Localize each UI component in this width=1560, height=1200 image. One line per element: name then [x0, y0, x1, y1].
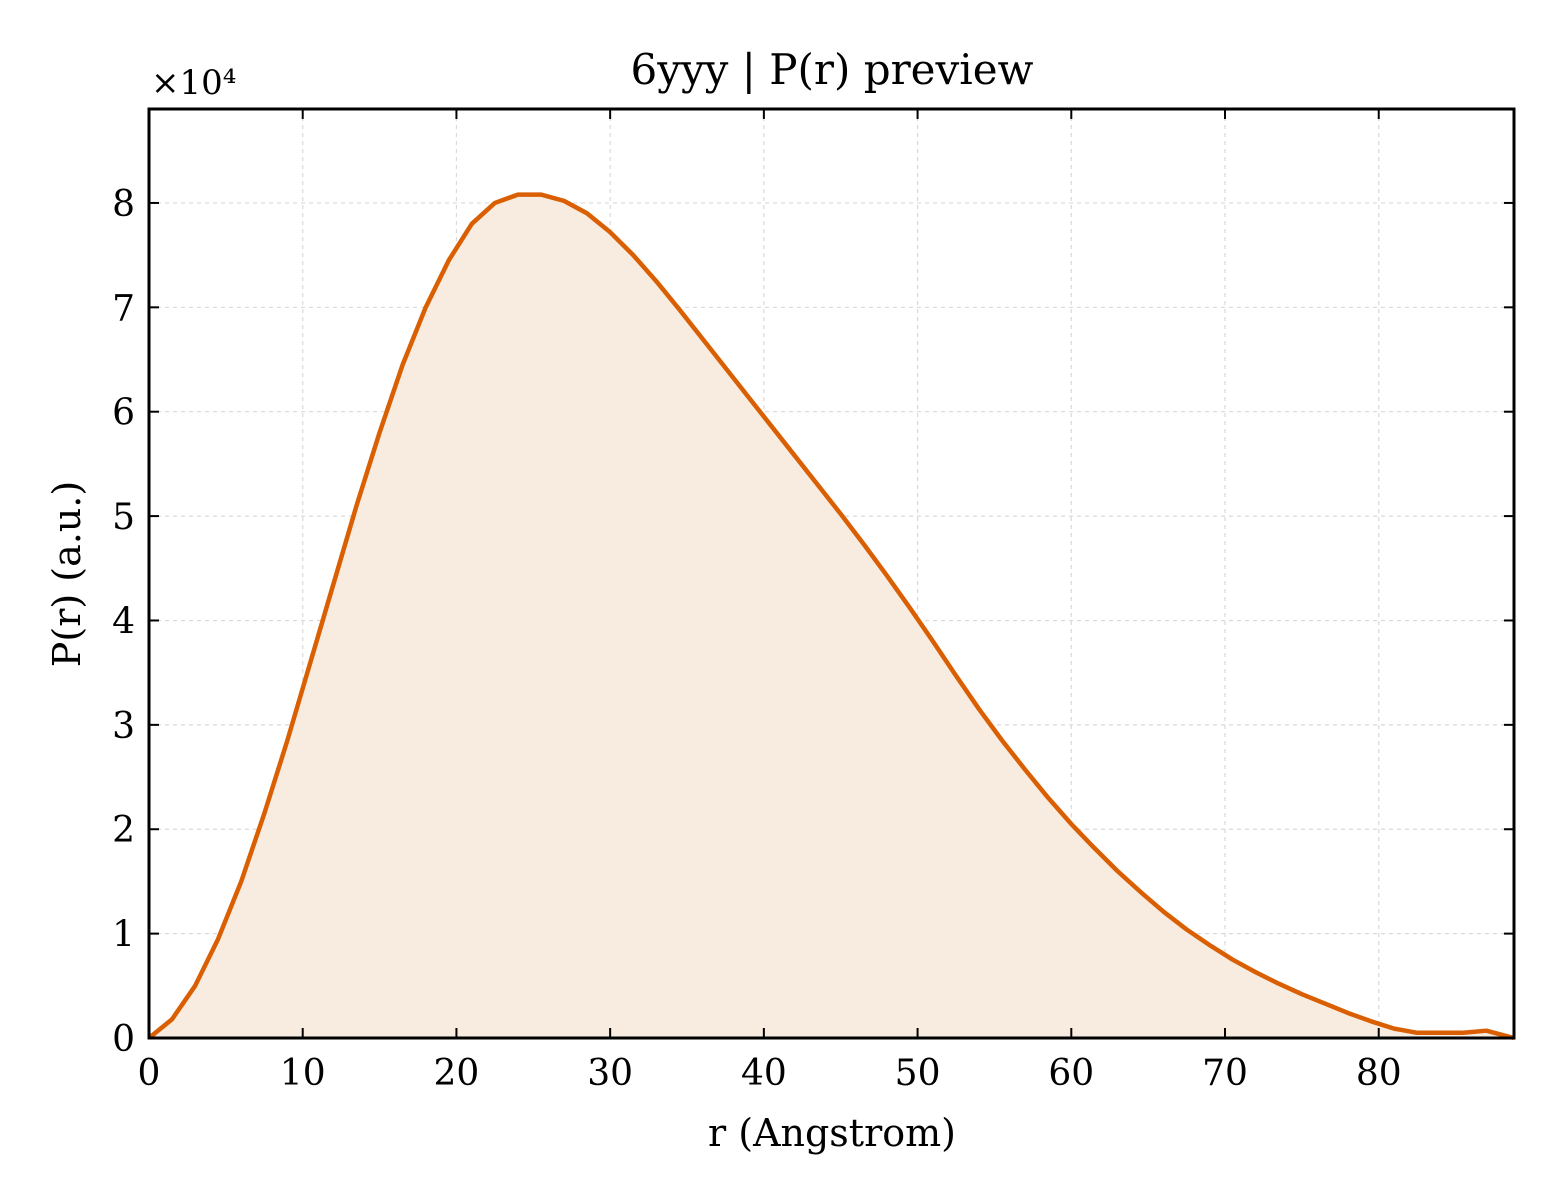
y-tick-label: 7 [112, 288, 135, 329]
y-axis-label: P(r) (a.u.) [45, 481, 89, 667]
x-tick-label: 40 [741, 1053, 787, 1094]
tick-layer: 0 10 20 30 40 50 60 70 80 0 1 2 3 4 5 6 7 8 [112, 109, 1514, 1094]
x-tick-label: 0 [138, 1053, 161, 1094]
y-tick-label: 6 [112, 393, 135, 434]
y-tick-label: 0 [112, 1019, 135, 1060]
y-tick-label: 3 [112, 706, 135, 747]
x-tick-label: 20 [434, 1053, 480, 1094]
plot-frame [147, 107, 1516, 1040]
x-axis-label: r (Angstrom) [708, 1111, 956, 1155]
x-tick-label: 70 [1202, 1053, 1248, 1094]
chart-title: 6yyy | P(r) preview [631, 45, 1034, 94]
pr-series-line [147, 192, 1515, 1041]
x-tick-label: 60 [1048, 1053, 1094, 1094]
y-tick-label: 4 [112, 601, 135, 642]
area-fill [149, 194, 1514, 1039]
x-tick-label: 10 [280, 1053, 326, 1094]
x-tick-label: 80 [1356, 1053, 1402, 1094]
x-tick-label: 50 [895, 1053, 941, 1094]
y-offset-label: ×10⁴ [151, 63, 236, 103]
y-tick-label: 1 [112, 915, 135, 956]
y-tick-label: 2 [112, 810, 135, 851]
y-tick-label: 5 [112, 497, 135, 538]
x-tick-label: 30 [587, 1053, 633, 1094]
y-tick-label: 8 [112, 184, 135, 225]
